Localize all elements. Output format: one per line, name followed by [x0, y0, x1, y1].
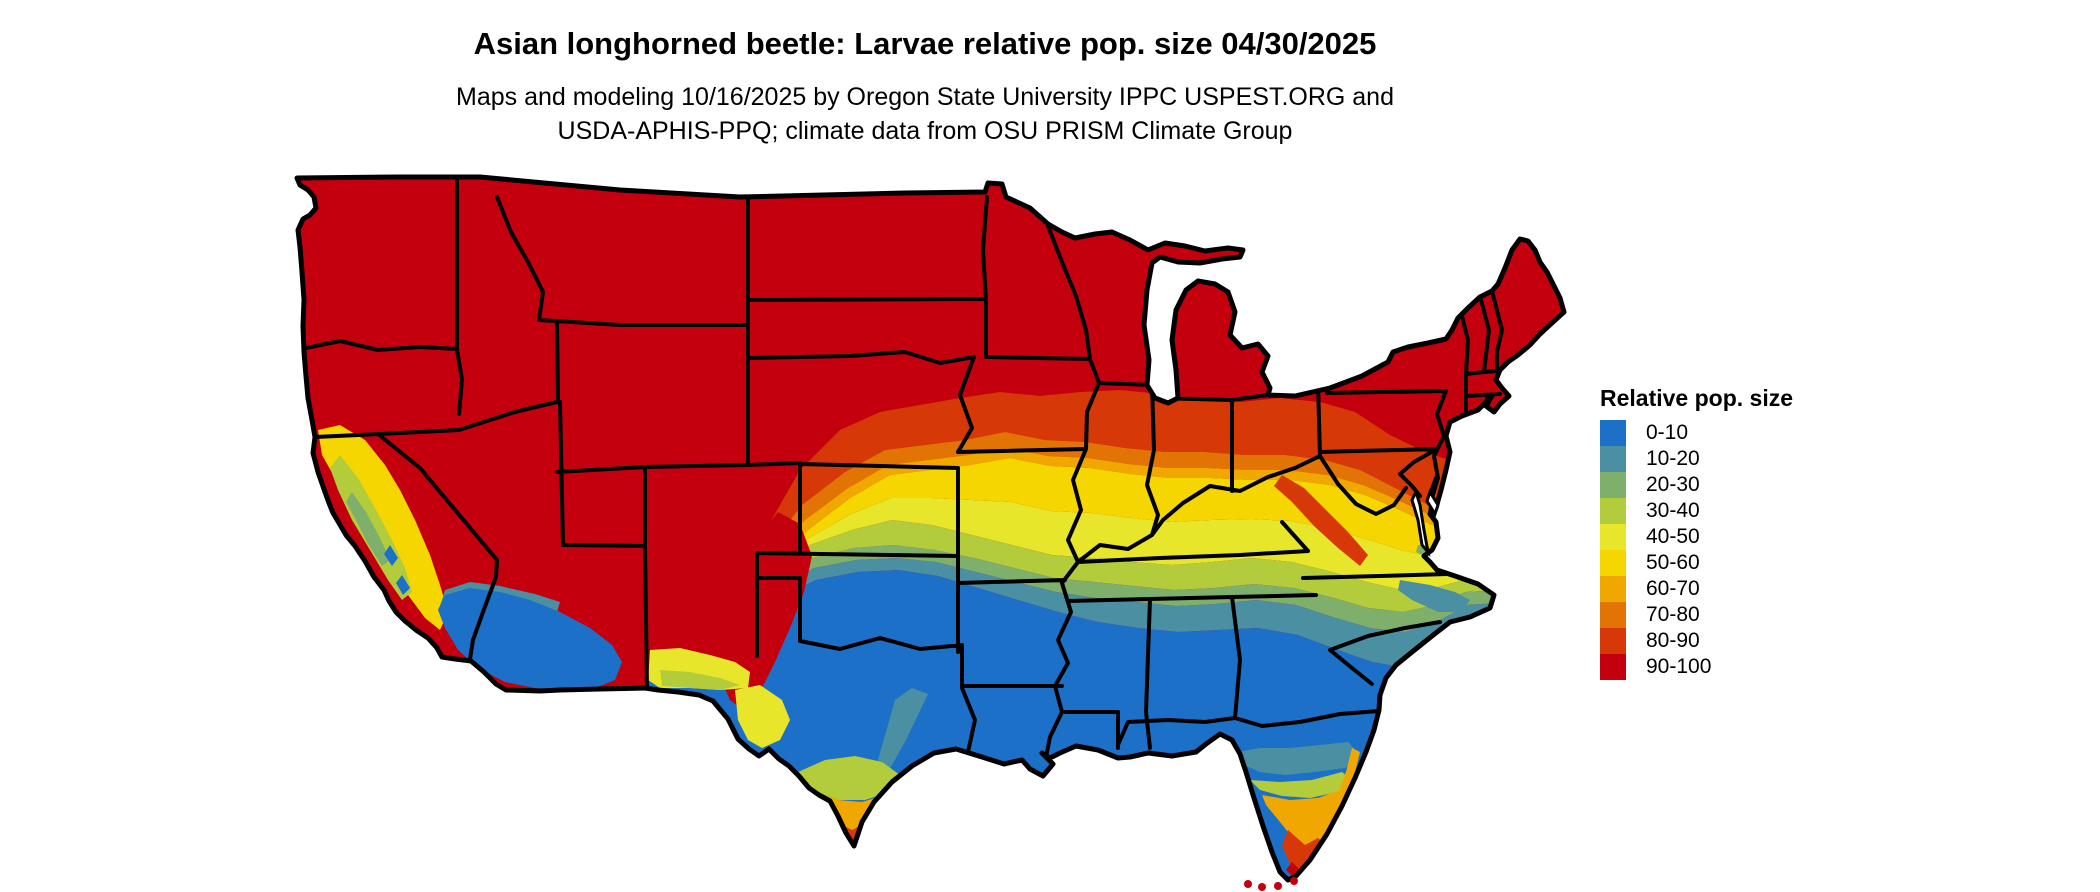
delaware-bay	[1425, 488, 1440, 518]
key-dot	[1274, 882, 1282, 890]
coastal-bays	[1410, 487, 1440, 558]
title-block: Asian longhorned beetle: Larvae relative…	[0, 0, 1850, 148]
legend-swatch	[1600, 524, 1626, 550]
legend-item: 20-30	[1600, 472, 1793, 498]
map-region-stx-teal	[878, 688, 928, 772]
legend-label: 0-10	[1646, 421, 1689, 444]
legend-swatch	[1600, 446, 1626, 472]
map-region-wtx-red	[722, 512, 812, 712]
map-region-ca-green2	[346, 492, 390, 566]
legend-swatch	[1600, 654, 1626, 680]
legend-label: 20-30	[1646, 473, 1700, 496]
legend-item: 30-40	[1600, 498, 1793, 524]
legend: Relative pop. size 0-10 10-20 20-30 30-40 40…	[1600, 385, 1793, 680]
map-region-fl-green	[1250, 772, 1352, 798]
map-region-nc-coast-teal	[1398, 580, 1470, 612]
page-subtitle: Maps and modeling 10/16/2025 by Oregon S…	[0, 80, 1850, 148]
map-band-20-30	[770, 545, 1564, 632]
legend-label: 40-50	[1646, 525, 1700, 548]
map-band-40-50	[767, 498, 1564, 590]
subtitle-line-2: USDA-APHIS-PPQ; climate data from OSU PR…	[557, 117, 1293, 145]
legend-swatch	[1600, 628, 1626, 654]
legend-title: Relative pop. size	[1600, 385, 1794, 411]
legend-item: 90-100	[1600, 654, 1793, 680]
map-region-bigbend-yellow	[735, 685, 790, 748]
key-dot	[1258, 883, 1266, 891]
subtitle-line-1: Maps and modeling 10/16/2025 by Oregon S…	[456, 83, 1394, 111]
legend-swatch	[1600, 576, 1626, 602]
map-region-sierra-blue-1	[384, 545, 398, 566]
map-band-70-80	[762, 432, 1564, 562]
map-region-sierra-blue-2	[396, 575, 410, 595]
map-region-fl-teal	[1238, 742, 1360, 775]
map-region-stx-green	[798, 756, 900, 800]
legend-label: 10-20	[1646, 447, 1700, 470]
legend-label: 70-80	[1646, 603, 1700, 626]
key-dot	[1244, 880, 1252, 888]
legend-label: 50-60	[1646, 551, 1700, 574]
legend-swatch	[1600, 550, 1626, 576]
key-dot	[1290, 877, 1298, 885]
map-region-fl-orange	[1262, 790, 1350, 855]
map-band-80-90	[760, 390, 1564, 555]
legend-item: 50-60	[1600, 550, 1793, 576]
legend-label: 30-40	[1646, 499, 1700, 522]
legend-item: 10-20	[1600, 446, 1793, 472]
legend-swatch	[1600, 420, 1626, 446]
legend-item: 70-80	[1600, 602, 1793, 628]
page-title: Asian longhorned beetle: Larvae relative…	[473, 26, 1377, 61]
map-band-10-20	[772, 558, 1564, 668]
legend-item: 0-10	[1600, 420, 1793, 446]
chesapeake-bay	[1410, 487, 1431, 558]
state-border-lines	[304, 177, 1504, 759]
florida-keys	[1244, 877, 1298, 891]
map-region-fl-coast-orange	[1336, 748, 1360, 805]
legend-swatch	[1600, 602, 1626, 628]
legend-swatch	[1600, 498, 1626, 524]
legend-swatch	[1600, 472, 1626, 498]
legend-item: 40-50	[1600, 524, 1793, 550]
map-color-fills	[297, 177, 1564, 880]
map-band-60-70	[764, 448, 1564, 568]
legend-item: 60-70	[1600, 576, 1793, 602]
legend-label: 60-70	[1646, 577, 1700, 600]
legend-item: 80-90	[1600, 628, 1793, 654]
state-borders	[304, 177, 1504, 759]
map-band-30-40	[768, 520, 1564, 612]
map-region-nm-green	[660, 670, 740, 690]
legend-label: 80-90	[1646, 629, 1700, 652]
legend-label: 90-100	[1646, 655, 1712, 678]
legend-rows: 0-10 10-20 20-30 30-40 40-50 50-60 60-70 70-80 8…	[1600, 420, 1793, 680]
map-region-appalachian-streak	[1274, 475, 1368, 566]
